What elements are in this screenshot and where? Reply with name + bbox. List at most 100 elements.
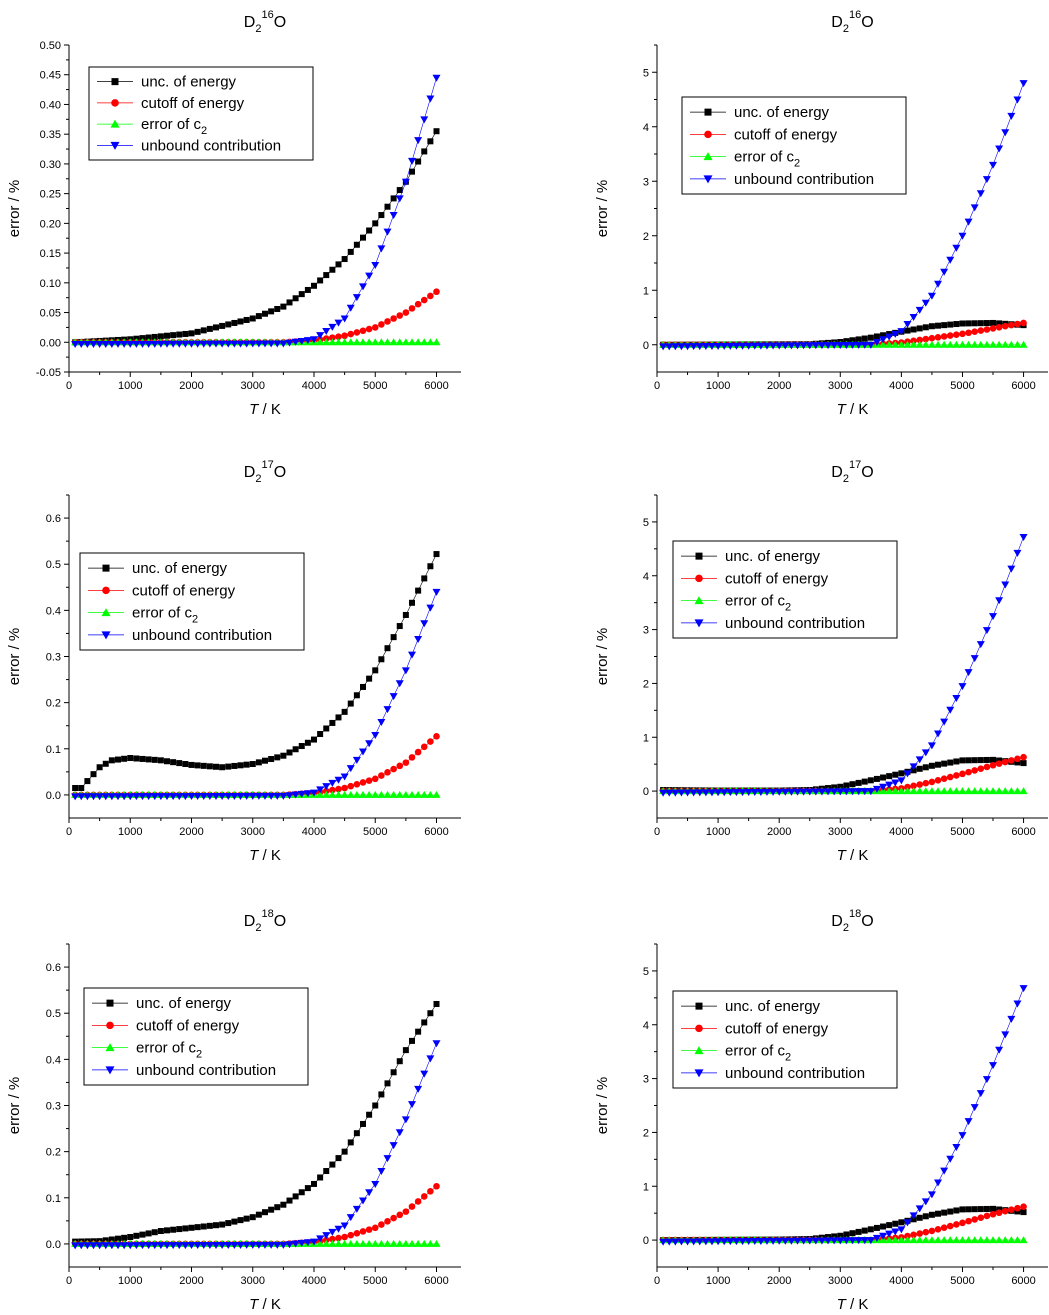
data-point (935, 761, 942, 768)
data-point (346, 1239, 355, 1247)
data-point (132, 340, 141, 348)
data-point (665, 1238, 674, 1246)
data-point (915, 1236, 924, 1244)
data-point (1008, 1206, 1015, 1214)
data-point (799, 342, 808, 350)
data-point (970, 204, 979, 212)
x-tick-label: 6000 (424, 826, 448, 838)
data-point (958, 232, 967, 240)
legend-box (79, 552, 305, 651)
data-point (427, 563, 434, 570)
data-point (940, 340, 949, 348)
y-tick-label: 0.6 (46, 513, 61, 525)
data-point (1013, 1236, 1022, 1244)
data-point (787, 788, 796, 796)
data-point (659, 1238, 668, 1246)
data-point (897, 1226, 906, 1234)
data-point (395, 1129, 404, 1137)
data-point (695, 343, 704, 351)
legend-marker (695, 1024, 703, 1033)
data-point (769, 342, 778, 350)
data-point (292, 746, 299, 753)
data-point (408, 157, 416, 165)
legend-marker (694, 1069, 704, 1078)
data-point (426, 1239, 435, 1247)
legend-marker (111, 99, 119, 107)
data-point (414, 1198, 422, 1205)
data-point (891, 340, 900, 348)
data-point (268, 1206, 275, 1213)
data-point (891, 787, 900, 795)
legend-item-1: unc. of energy (681, 998, 821, 1015)
x-tick-label: 2000 (179, 380, 203, 392)
data-point (77, 1242, 86, 1250)
data-point (280, 752, 287, 759)
legend-marker (111, 78, 119, 86)
legend-label: unbound contribution (725, 615, 865, 632)
data-point (384, 203, 391, 210)
data-point (695, 789, 704, 797)
data-point (885, 781, 894, 789)
data-point (359, 1239, 367, 1247)
data-point (72, 785, 79, 792)
data-point (384, 645, 391, 652)
x-tick-label: 0 (66, 1275, 72, 1287)
data-point (940, 1236, 949, 1244)
data-point (909, 1212, 918, 1220)
data-point (977, 1214, 985, 1221)
x-axis-title: T / K (249, 1296, 281, 1313)
data-point (854, 788, 863, 796)
data-point (756, 1237, 765, 1245)
data-point (303, 790, 312, 798)
data-point (219, 322, 226, 329)
data-point (983, 320, 990, 327)
legend-label: cutoff of energy (734, 126, 838, 143)
data-point (274, 305, 281, 312)
data-point (824, 1237, 833, 1245)
data-point (316, 1235, 325, 1243)
x-tick-label: 4000 (302, 380, 326, 392)
legend-marker (695, 1002, 703, 1010)
data-point (279, 340, 288, 348)
data-point (793, 342, 802, 350)
data-point (396, 762, 404, 770)
chart-panel-4: 0 1000 2000 3000 4000 5000 6000 0 1 2 3 4 5 D217O T / … (594, 459, 1048, 864)
x-tick-label: 1000 (118, 380, 142, 392)
data-point (971, 320, 978, 327)
data-point (855, 336, 862, 343)
data-point (352, 756, 361, 764)
data-point (212, 793, 220, 801)
data-point (169, 340, 178, 348)
data-point (360, 683, 366, 690)
data-point (432, 74, 441, 82)
data-point (744, 789, 753, 797)
data-point (377, 1168, 386, 1176)
data-point (371, 790, 380, 798)
data-point (409, 599, 415, 606)
y-tick-label: 4 (643, 1020, 649, 1032)
y-tick-label: 0.05 (40, 308, 61, 320)
data-point (1013, 96, 1022, 104)
data-point (372, 1102, 379, 1109)
data-point (341, 256, 348, 263)
legend-label: unc. of energy (725, 998, 821, 1015)
data-point (970, 1104, 979, 1112)
data-point (378, 656, 385, 663)
data-point (170, 759, 177, 766)
data-point (714, 342, 723, 350)
data-point (879, 340, 888, 348)
data-point (982, 627, 991, 635)
data-point (916, 1214, 923, 1221)
data-point (164, 332, 170, 339)
data-point (885, 787, 894, 795)
data-point (897, 787, 906, 795)
data-point (285, 792, 294, 800)
data-point (365, 338, 374, 346)
data-point (732, 1238, 741, 1246)
data-point (401, 338, 410, 346)
data-point (707, 1238, 716, 1246)
data-point (959, 330, 966, 338)
data-point (689, 789, 698, 797)
data-point (132, 793, 141, 801)
data-point (922, 1213, 929, 1220)
